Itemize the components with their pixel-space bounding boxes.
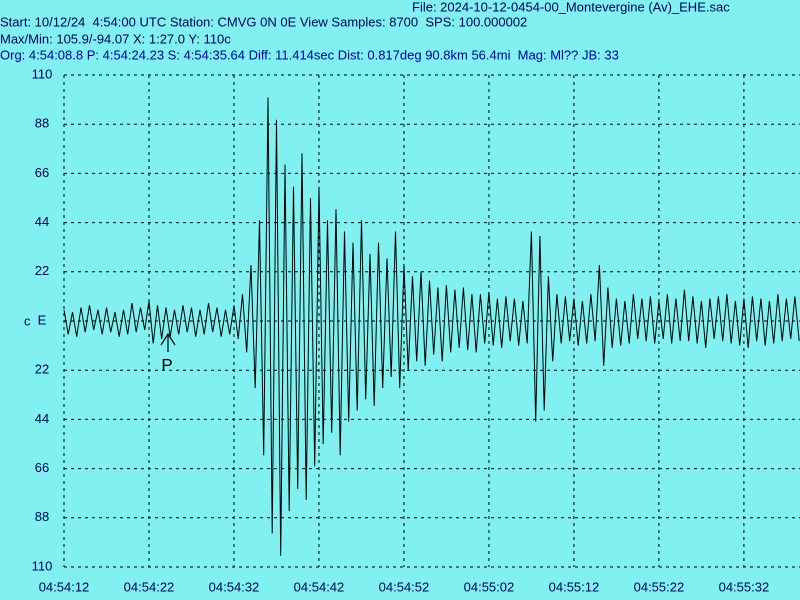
x-tick-label: 04:54:42 [294, 579, 345, 594]
p-arrow-head [160, 332, 176, 346]
x-tick-label: 04:54:32 [209, 579, 260, 594]
origin-line: Org: 4:54:08.8 P: 4:54:24.23 S: 4:54:35.… [0, 47, 619, 62]
x-tick-label: 04:55:32 [719, 579, 770, 594]
y-tick-label: 66 [35, 460, 49, 475]
maxmin-line: Max/Min: 105.9/-94.07 X: 1:27.0 Y: 110c [0, 31, 231, 46]
p-label: P [161, 355, 172, 374]
start-line: Start: 10/12/24 4:54:00 UTC Station: CMV… [0, 14, 527, 29]
x-tick-label: 04:55:12 [549, 579, 600, 594]
y-tick-label: 88 [35, 509, 49, 524]
x-tick-label: 04:55:02 [464, 579, 515, 594]
channel-label: c [24, 313, 31, 328]
x-tick-label: 04:54:52 [379, 579, 430, 594]
y-tick-label: 88 [35, 116, 49, 131]
waveform [63, 97, 800, 556]
y-tick-label: 44 [35, 411, 49, 426]
y-tick-label: 22 [35, 362, 49, 377]
x-tick-label: 04:55:22 [634, 579, 685, 594]
y-tick-label: 22 [35, 263, 49, 278]
y-tick-label: 110 [32, 558, 53, 573]
y-tick-label: E [38, 312, 47, 327]
p-marker: P [160, 332, 176, 374]
x-tick-label: 04:54:22 [124, 579, 175, 594]
y-tick-label: 44 [35, 214, 49, 229]
file-line: File: 2024-10-12-0454-00_Montevergine (A… [412, 0, 730, 14]
y-tick-label: 110 [32, 66, 53, 81]
x-tick-label: 04:54:12 [39, 579, 90, 594]
y-tick-label: 66 [35, 165, 49, 180]
